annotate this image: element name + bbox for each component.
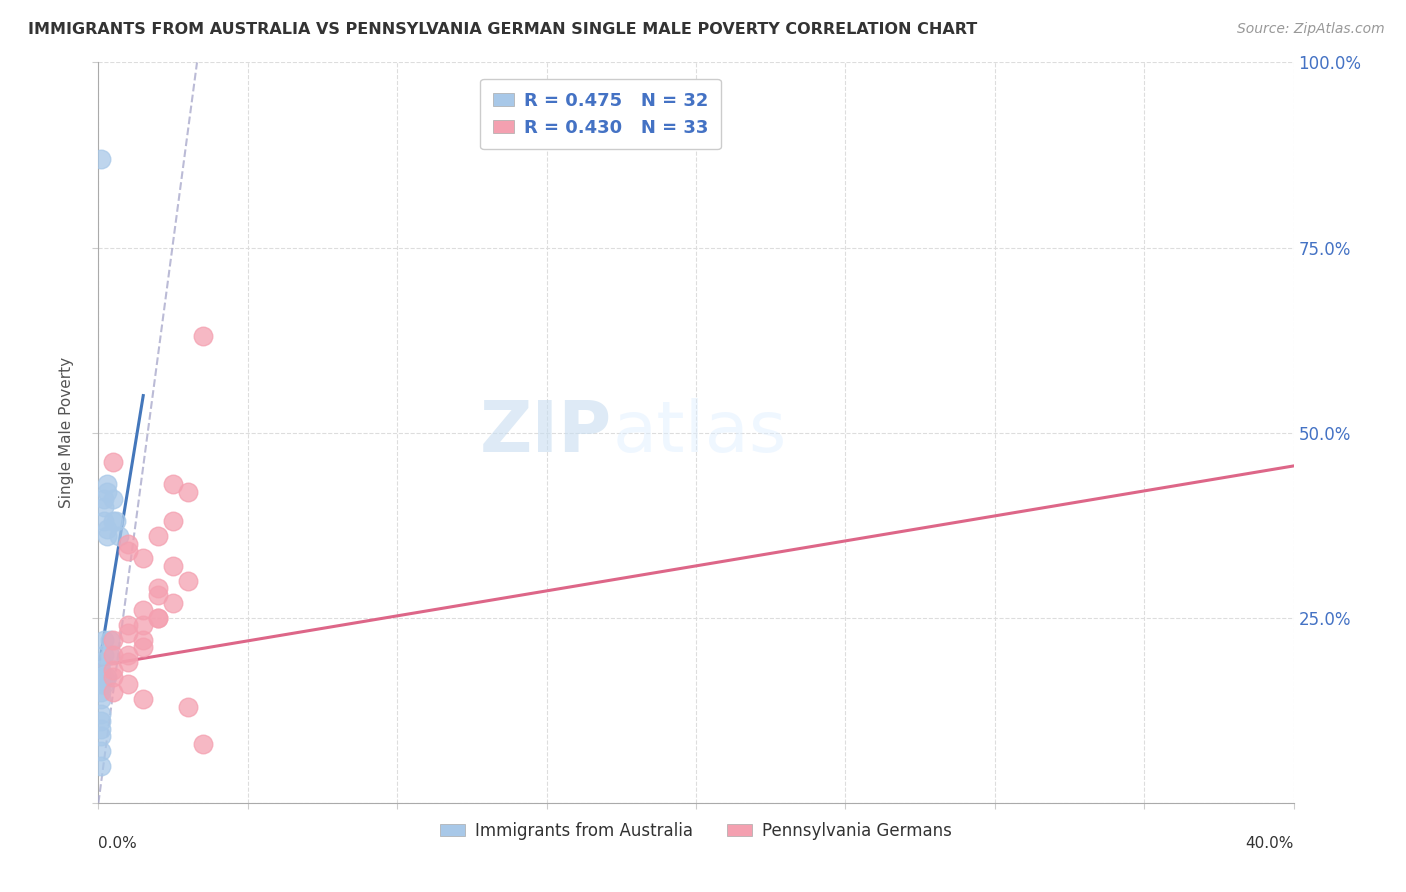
Point — [132, 632, 155, 647]
Point — [90, 663, 112, 677]
Point — [177, 484, 200, 499]
Point — [148, 589, 170, 603]
Point — [162, 515, 184, 529]
Point — [148, 610, 170, 624]
Point — [90, 758, 112, 772]
Point — [96, 670, 118, 684]
Y-axis label: Single Male Poverty: Single Male Poverty — [59, 357, 75, 508]
Point — [117, 544, 139, 558]
Point — [105, 515, 128, 529]
Point — [117, 536, 139, 550]
Point — [93, 500, 115, 514]
Point — [117, 655, 139, 669]
Point — [90, 706, 112, 721]
Point — [191, 737, 214, 751]
Point — [132, 551, 155, 566]
Point — [90, 677, 112, 691]
Point — [132, 640, 155, 655]
Point — [162, 558, 184, 573]
Point — [103, 492, 125, 507]
Point — [96, 522, 118, 536]
Point — [90, 722, 112, 736]
Text: IMMIGRANTS FROM AUSTRALIA VS PENNSYLVANIA GERMAN SINGLE MALE POVERTY CORRELATION: IMMIGRANTS FROM AUSTRALIA VS PENNSYLVANI… — [28, 22, 977, 37]
Text: Source: ZipAtlas.com: Source: ZipAtlas.com — [1237, 22, 1385, 37]
Point — [90, 670, 112, 684]
Point — [103, 632, 125, 647]
Point — [93, 670, 115, 684]
Point — [103, 685, 125, 699]
Point — [90, 685, 112, 699]
Point — [90, 692, 112, 706]
Point — [148, 529, 170, 543]
Point — [90, 670, 112, 684]
Legend: Immigrants from Australia, Pennsylvania Germans: Immigrants from Australia, Pennsylvania … — [433, 815, 959, 847]
Point — [132, 603, 155, 617]
Text: atlas: atlas — [613, 398, 787, 467]
Point — [93, 515, 115, 529]
Point — [103, 455, 125, 469]
Point — [90, 655, 112, 669]
Point — [93, 492, 115, 507]
Point — [103, 515, 125, 529]
Point — [191, 329, 214, 343]
Point — [162, 596, 184, 610]
Point — [117, 625, 139, 640]
Point — [108, 529, 131, 543]
Point — [177, 699, 200, 714]
Point — [132, 692, 155, 706]
Point — [103, 663, 125, 677]
Point — [98, 648, 122, 662]
Point — [162, 477, 184, 491]
Point — [93, 677, 115, 691]
Point — [117, 677, 139, 691]
Point — [90, 152, 112, 166]
Text: 40.0%: 40.0% — [1246, 836, 1294, 851]
Point — [90, 729, 112, 743]
Point — [96, 484, 118, 499]
Point — [93, 648, 115, 662]
Point — [96, 477, 118, 491]
Point — [103, 648, 125, 662]
Point — [90, 744, 112, 758]
Text: 0.0%: 0.0% — [98, 836, 138, 851]
Point — [177, 574, 200, 588]
Point — [132, 618, 155, 632]
Point — [98, 632, 122, 647]
Point — [93, 632, 115, 647]
Text: ZIP: ZIP — [479, 398, 613, 467]
Point — [96, 529, 118, 543]
Point — [117, 618, 139, 632]
Point — [117, 648, 139, 662]
Point — [148, 610, 170, 624]
Point — [90, 714, 112, 729]
Point — [148, 581, 170, 595]
Point — [103, 670, 125, 684]
